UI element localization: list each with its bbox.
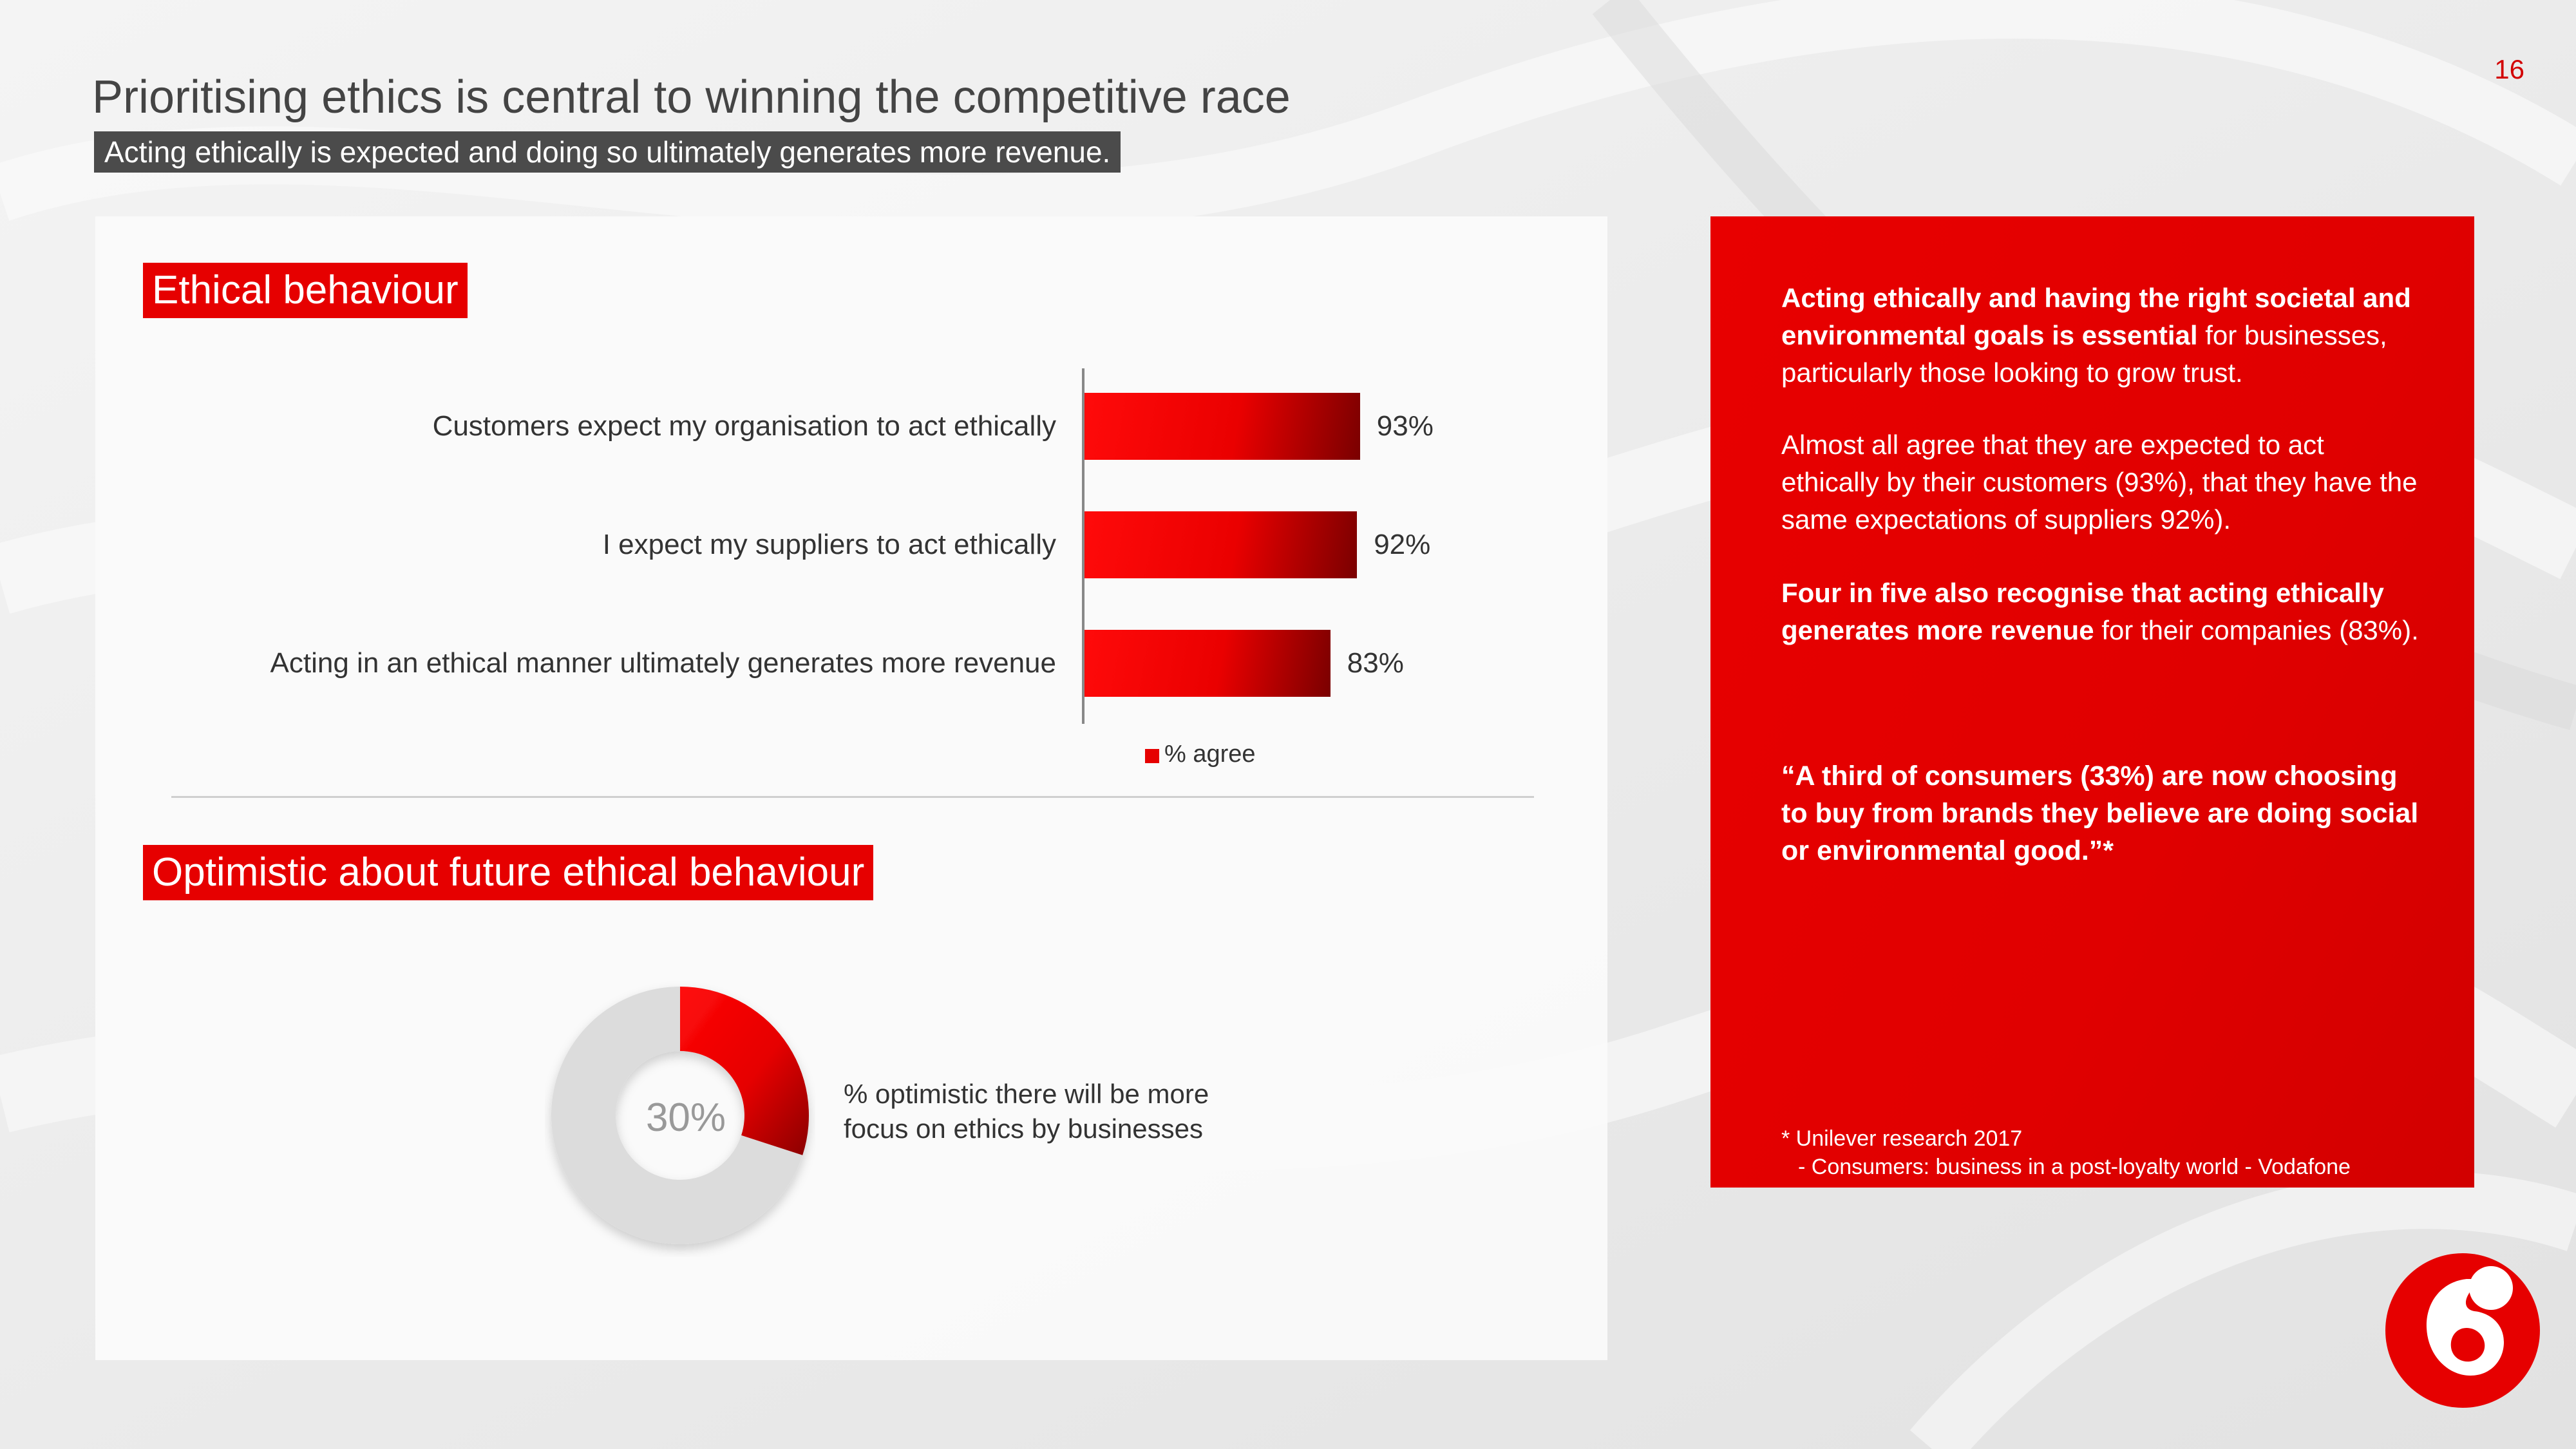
insight-paragraph-2: Almost all agree that they are expected … [1781, 430, 2418, 535]
bar-label: Acting in an ethical manner ultimately g… [270, 647, 1056, 679]
bar-value-label: 92% [1374, 529, 1431, 560]
page-title: Prioritising ethics is central to winnin… [92, 71, 1291, 123]
insight-p3-rest: for their companies (83%). [2094, 615, 2419, 645]
page-number: 16 [2494, 54, 2524, 84]
insight-p3-bold: Four in five also recognise that acting … [1781, 578, 2384, 645]
bar-generates-revenue [1084, 630, 1331, 697]
section-label-ethical-behaviour: Ethical behaviour [143, 263, 468, 318]
section-divider [171, 796, 1534, 798]
donut-chart [551, 987, 809, 1244]
insight-panel: Acting ethically and having the right so… [1710, 216, 2474, 1188]
page-subtitle: Acting ethically is expected and doing s… [94, 131, 1121, 173]
legend-label: % agree [1164, 741, 1256, 768]
insight-p1-bold: Acting ethically and having the right so… [1781, 283, 2411, 350]
donut-center-label: 30% [645, 1095, 726, 1140]
footnote: * Unilever research 2017 - Consumers: bu… [1781, 1124, 2351, 1181]
footnote-source-1: * Unilever research 2017 [1781, 1126, 2023, 1151]
chart-axis [1082, 368, 1084, 724]
bar-customers-expect [1084, 393, 1360, 460]
insight-p1-rest: for businesses, particularly those looki… [1781, 320, 2387, 388]
bar-label: Customers expect my organisation to act … [432, 410, 1056, 442]
donut-caption: % optimistic there will be more focus on… [844, 1079, 1209, 1144]
bar-label: I expect my suppliers to act ethically [602, 529, 1056, 560]
insight-paragraph-1: Acting ethically and having the right so… [1781, 279, 2425, 392]
content-panel [95, 216, 1607, 1360]
insight-paragraph-3: Four in five also recognise that acting … [1781, 574, 2425, 649]
donut-slice-other [551, 987, 803, 1244]
section-label-optimistic: Optimistic about future ethical behaviou… [143, 845, 874, 900]
donut-slice-optimistic [680, 987, 809, 1155]
bar-value-label: 83% [1347, 647, 1404, 679]
chart-legend: % agree [1145, 741, 1256, 768]
legend-swatch [1145, 749, 1159, 763]
insight-quote: “A third of consumers (33%) are now choo… [1781, 761, 2419, 866]
vodafone-logo-icon [2385, 1253, 2540, 1408]
footnote-source-2: - Consumers: business in a post-loyalty … [1798, 1155, 2351, 1179]
bar-value-label: 93% [1376, 410, 1434, 442]
bar-suppliers-expect [1084, 511, 1358, 578]
